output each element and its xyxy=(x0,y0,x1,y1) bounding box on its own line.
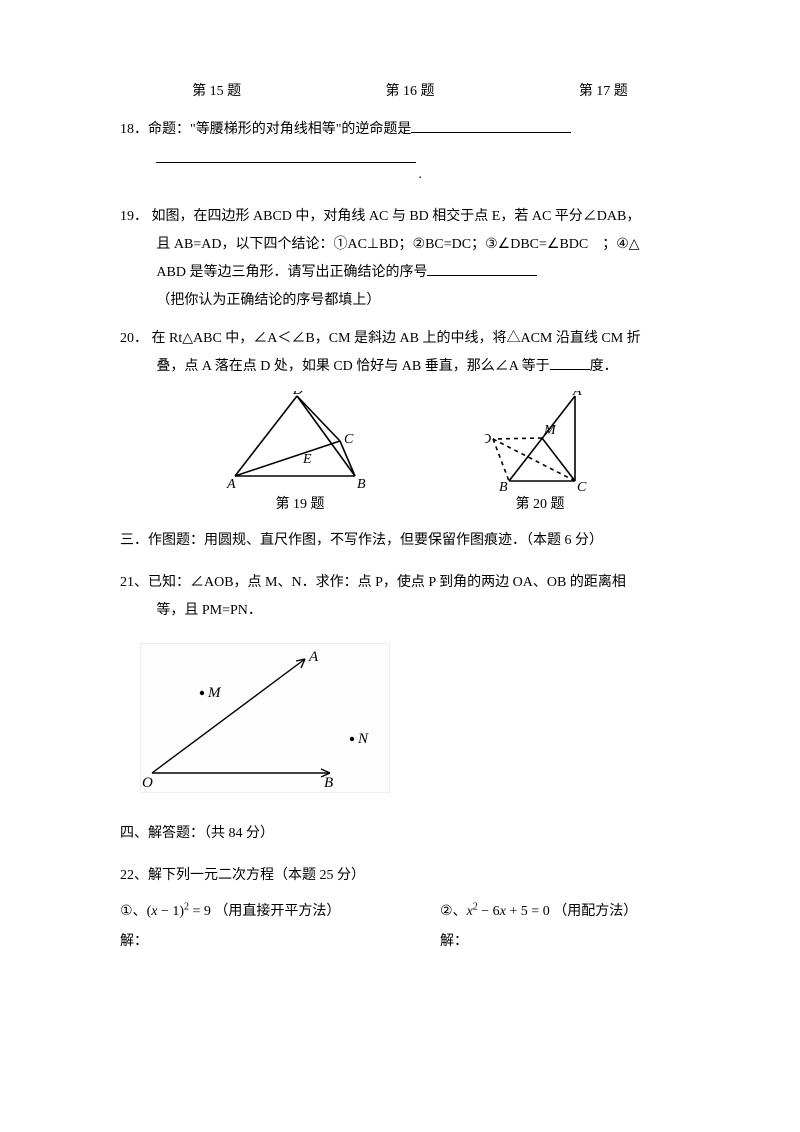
q18-blank-2 xyxy=(156,148,416,163)
svg-text:A: A xyxy=(308,649,319,665)
q18-text-a: 命题："等腰梯形的对角线相等"的逆命题是 xyxy=(148,122,411,137)
figure-19-caption: 第 19 题 xyxy=(225,493,375,513)
figure-20-caption: 第 20 题 xyxy=(485,493,595,513)
q21-line2: 等，且 PM=PN． xyxy=(120,597,700,625)
q22-eq2-label: ②、 xyxy=(440,904,467,919)
q22-eq2-note: （用配方法） xyxy=(553,904,637,919)
svg-text:C: C xyxy=(344,432,354,447)
q20-line1: 在 Rt△ABC 中，∠A＜∠B，CM 是斜边 AB 上的中线，将△ACM 沿直… xyxy=(152,331,641,346)
svg-text:D: D xyxy=(292,391,303,398)
q20-blank xyxy=(550,355,590,370)
question-20: 20． 在 Rt△ABC 中，∠A＜∠B，CM 是斜边 AB 上的中线，将△AC… xyxy=(120,325,700,381)
q22-solutions: 解： 解： xyxy=(120,930,700,950)
svg-text:B: B xyxy=(357,477,366,491)
svg-text:M: M xyxy=(543,423,557,438)
svg-text:B: B xyxy=(324,775,333,791)
figure-19-svg: A B D C E xyxy=(225,391,375,491)
svg-text:A: A xyxy=(226,477,236,491)
q22-eq1: ①、(x − 1)2 = 9 （用直接开平方法） xyxy=(120,900,380,920)
figure-20: A B C D M 第 20 题 xyxy=(485,391,595,513)
ref-16: 第 16 题 xyxy=(313,80,506,100)
q22-eq1-note: （用直接开平方法） xyxy=(214,904,340,919)
q19-line2b: ；④△ xyxy=(602,237,639,252)
svg-text:E: E xyxy=(302,452,312,467)
q22-title: 解下列一元二次方程（本题 25 分） xyxy=(148,868,365,883)
q20-number: 20． xyxy=(120,331,148,346)
q18-blank-1 xyxy=(411,118,571,133)
q22-eq1-label: ①、 xyxy=(120,904,147,919)
svg-text:B: B xyxy=(499,480,508,491)
question-18: 18．命题："等腰梯形的对角线相等"的逆命题是 ​. xyxy=(120,116,700,193)
q22-sol1: 解： xyxy=(120,930,380,950)
q18-period: . xyxy=(418,167,422,182)
svg-text:D: D xyxy=(485,432,491,447)
q21-line1: 已知：∠AOB，点 M、N．求作：点 P，使点 P 到角的两边 OA、OB 的距… xyxy=(148,575,626,590)
figure-21: O A B M N xyxy=(140,643,700,798)
q19-line3a: ABD 是等边三角形．请写出正确结论的序号 xyxy=(156,265,427,280)
q22-eq2: ②、x2 − 6x + 5 = 0 （用配方法） xyxy=(440,900,700,920)
q20-line2a: 叠，点 A 落在点 D 处，如果 CD 恰好与 AB 垂直，那么∠A 等于 xyxy=(156,359,549,374)
question-22: 22、解下列一元二次方程（本题 25 分） xyxy=(120,862,700,890)
svg-text:O: O xyxy=(142,775,153,791)
question-21: 21、已知：∠AOB，点 M、N．求作：点 P，使点 P 到角的两边 OA、OB… xyxy=(120,569,700,625)
q19-blank xyxy=(427,261,537,276)
q19-line4: （把你认为正确结论的序号都填上） xyxy=(120,287,700,315)
question-19: 19． 如图，在四边形 ABCD 中，对角线 AC 与 BD 相交于点 E，若 … xyxy=(120,203,700,315)
q18-number: 18． xyxy=(120,122,148,137)
q21-number: 21、 xyxy=(120,575,148,590)
q22-sol2: 解： xyxy=(440,930,700,950)
q19-line1: 如图，在四边形 ABCD 中，对角线 AC 与 BD 相交于点 E，若 AC 平… xyxy=(152,209,641,224)
svg-text:N: N xyxy=(357,731,369,747)
q22-number: 22、 xyxy=(120,868,148,883)
svg-text:M: M xyxy=(207,685,222,701)
q19-number: 19． xyxy=(120,209,148,224)
ref-17: 第 17 题 xyxy=(507,80,700,100)
svg-text:A: A xyxy=(572,391,582,399)
figure-19: A B D C E 第 19 题 xyxy=(225,391,375,513)
section-4-title: 四、解答题：（共 84 分） xyxy=(120,820,700,848)
figure-21-svg: O A B M N xyxy=(140,643,390,793)
svg-text:C: C xyxy=(577,480,587,491)
q20-line2b: 度． xyxy=(590,359,618,374)
figure-20-svg: A B C D M xyxy=(485,391,595,491)
section-3-title: 三．作图题：用圆规、直尺作图，不写作法，但要保留作图痕迹．（本题 6 分） xyxy=(120,527,700,555)
q19-line2a: 且 AB=AD，以下四个结论：①AC⊥BD；②BC=DC；③∠DBC=∠BDC xyxy=(156,237,588,252)
ref-15: 第 15 题 xyxy=(120,80,313,100)
q22-equations: ①、(x − 1)2 = 9 （用直接开平方法） ②、x2 − 6x + 5 =… xyxy=(120,900,700,920)
